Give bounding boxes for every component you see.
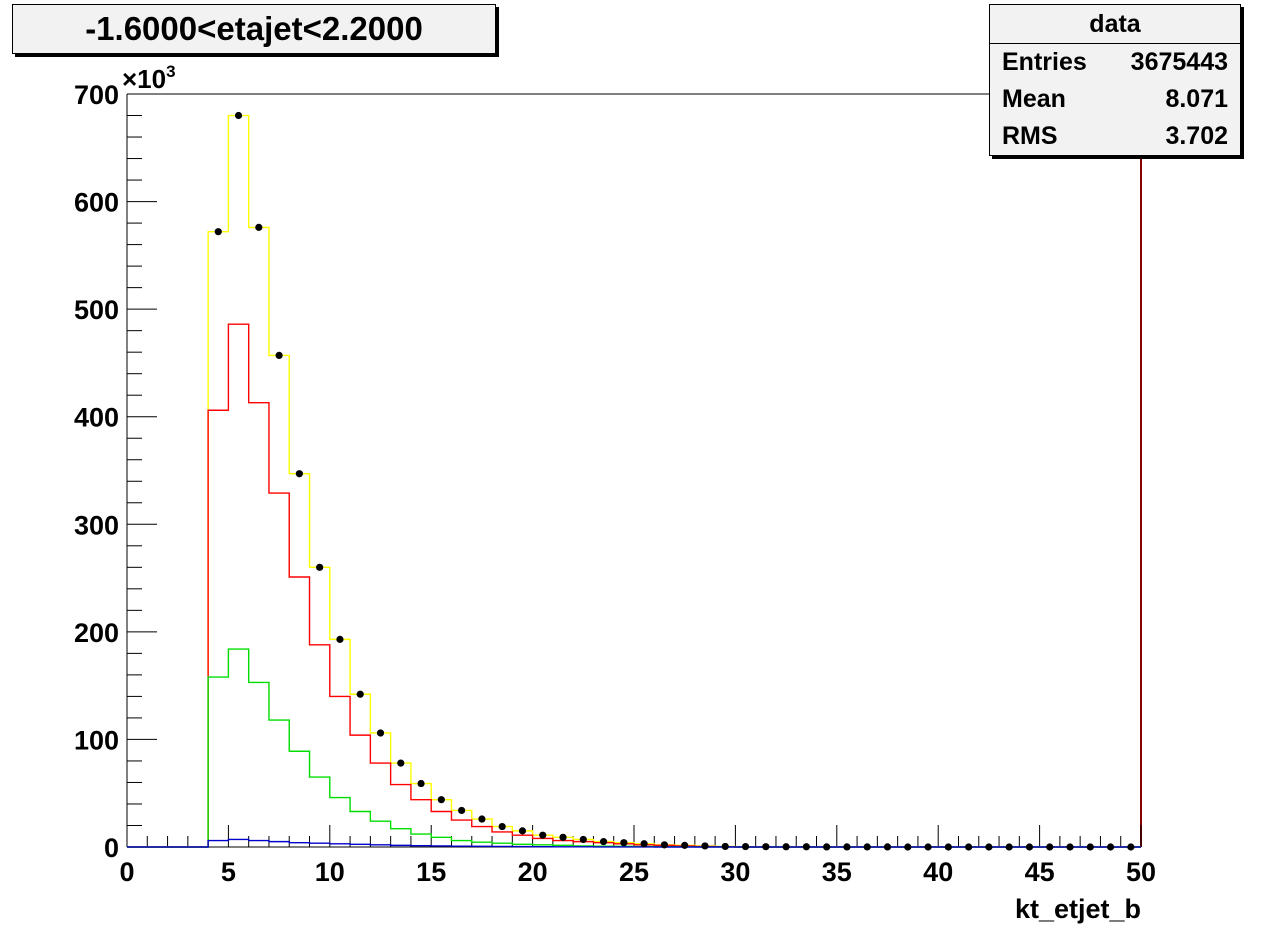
y-tick-label: 200: [74, 618, 119, 648]
stats-row-mean: Mean 8.071: [990, 81, 1240, 118]
y-tick-label: 600: [74, 188, 119, 218]
data-point: [376, 729, 385, 737]
data-point: [883, 843, 892, 851]
data-point: [762, 843, 770, 851]
x-tick-label: 20: [518, 857, 548, 887]
data-point: [721, 842, 729, 851]
data-point: [234, 111, 243, 120]
data-point: [1025, 843, 1034, 851]
data-point: [579, 835, 587, 844]
data-point: [782, 843, 790, 851]
x-tick-label: 10: [315, 857, 345, 887]
data-point: [660, 841, 669, 849]
data-point: [1046, 843, 1054, 851]
data-point: [904, 843, 912, 851]
stats-label: Entries: [1002, 48, 1087, 76]
data-point: [316, 563, 324, 571]
data-point: [599, 838, 608, 846]
data-point: [843, 843, 851, 851]
x-tick-label: 50: [1126, 857, 1156, 887]
y-tick-label: 700: [74, 80, 119, 110]
histogram-series-1: [127, 323, 1141, 848]
data-point: [944, 843, 952, 851]
data-point: [1086, 843, 1094, 851]
data-point: [417, 779, 425, 788]
data-point: [275, 351, 283, 359]
data-point: [356, 690, 364, 698]
y-multiplier-exponent: 3: [166, 62, 175, 81]
data-point: [863, 843, 871, 851]
data-point: [255, 223, 263, 231]
data-point: [336, 635, 344, 643]
stats-box: data Entries 3675443 Mean 8.071 RMS 3.70…: [989, 4, 1241, 156]
data-point: [1106, 843, 1115, 851]
stats-value: 3675443: [1130, 48, 1228, 76]
x-tick-label: 25: [619, 857, 649, 887]
data-point: [620, 839, 628, 847]
histogram-series-2: [127, 648, 1141, 848]
stats-row-entries: Entries 3675443: [990, 44, 1240, 81]
y-tick-label: 100: [74, 725, 119, 755]
y-multiplier-base: ×10: [122, 64, 166, 94]
x-tick-label: 45: [1025, 857, 1055, 887]
y-multiplier: ×103: [122, 62, 176, 94]
y-tick-label: 500: [74, 295, 119, 325]
stats-label: Mean: [1002, 85, 1066, 113]
histogram-series-0: [127, 114, 1141, 848]
axes: 0 5 10 15 20 25 30 35 40 45 5001002003004005006007…: [74, 80, 1156, 887]
data-point: [640, 840, 648, 848]
data-point: [539, 831, 547, 839]
data-point: [214, 228, 222, 236]
y-tick-label: 0: [104, 833, 119, 863]
data-point: [1127, 843, 1135, 851]
data-point: [1066, 843, 1074, 851]
data-point: [741, 842, 750, 851]
data-point: [397, 759, 405, 767]
x-tick-label: 0: [119, 857, 134, 887]
x-tick-label: 35: [822, 857, 852, 887]
data-point: [559, 833, 567, 841]
data-point: [823, 843, 831, 851]
data-point: [681, 841, 689, 849]
chart-title: -1.6000<etajet<2.2000: [85, 10, 423, 47]
stats-value: 8.071: [1165, 85, 1228, 113]
y-tick-label: 400: [74, 403, 119, 433]
data-point: [1005, 843, 1013, 851]
x-axis-label: kt_etjet_b: [1015, 894, 1141, 924]
x-tick-label: 15: [416, 857, 446, 887]
x-tick-label: 30: [720, 857, 750, 887]
data-point: [701, 842, 709, 850]
data-point: [437, 796, 445, 804]
stats-title: data: [990, 5, 1240, 44]
x-tick-label: 5: [221, 857, 236, 887]
chart-title-box: -1.6000<etajet<2.2000: [12, 4, 496, 54]
stats-label: RMS: [1002, 122, 1058, 150]
data-point: [295, 470, 303, 478]
data-point: [478, 815, 486, 823]
histogram-series: [127, 114, 1141, 848]
data-point: [458, 806, 466, 815]
data-point: [924, 843, 932, 851]
data-point: [802, 843, 810, 851]
y-tick-label: 300: [74, 510, 119, 540]
x-tick-label: 40: [923, 857, 953, 887]
stats-value: 3.702: [1165, 122, 1228, 150]
data-point: [965, 843, 973, 851]
data-point: [498, 822, 506, 831]
data-points: [214, 111, 1135, 851]
stats-row-rms: RMS 3.702: [990, 118, 1240, 155]
data-point: [518, 827, 527, 835]
data-point: [985, 843, 993, 851]
histogram-series-3: [127, 838, 1141, 848]
